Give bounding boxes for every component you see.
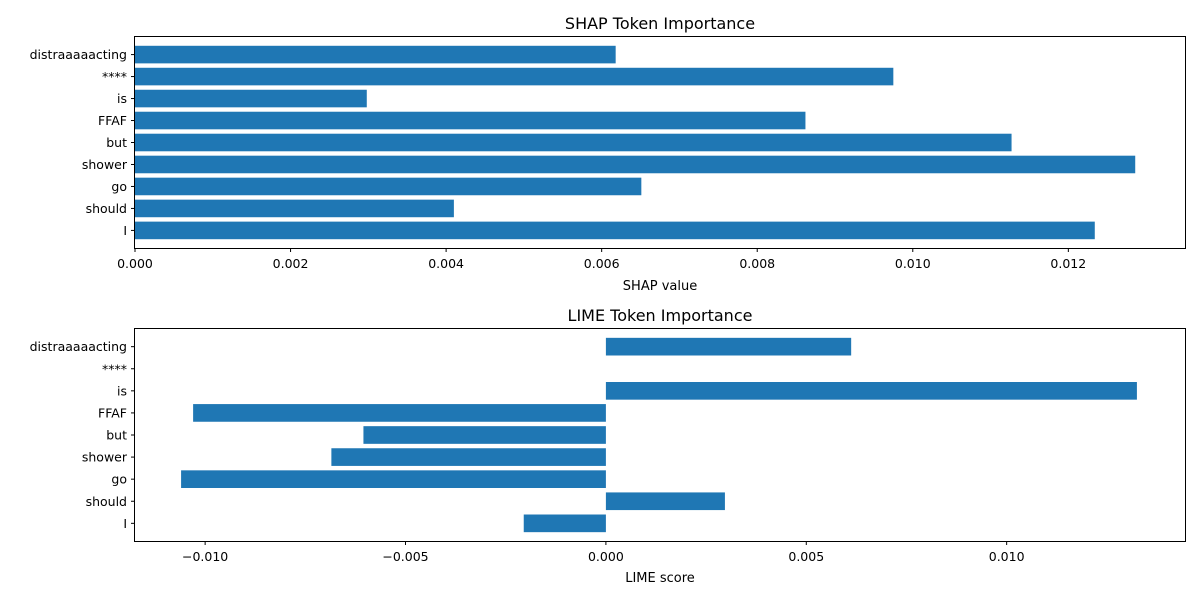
shap-bar — [135, 67, 894, 86]
shap-chart-title: SHAP Token Importance — [565, 14, 755, 33]
shap-y-tick-label: FFAF — [98, 113, 127, 128]
lime-y-axis: distraaaaacting **** is FFAF but shower go shou… — [30, 339, 135, 531]
lime-bar — [523, 514, 606, 533]
lime-y-tick-label: but — [106, 428, 127, 443]
shap-y-tick-label: should — [86, 201, 127, 216]
shap-x-tick-label: 0.000 — [117, 256, 153, 271]
lime-bar — [605, 337, 852, 356]
lime-y-tick-label: distraaaaacting — [30, 339, 127, 354]
lime-x-axis-label: LIME score — [625, 571, 695, 586]
lime-y-tick-label: FFAF — [98, 405, 127, 420]
shap-y-tick-label: but — [106, 135, 127, 150]
lime-bar — [331, 448, 606, 466]
lime-bar — [605, 382, 1137, 400]
lime-y-tick-label: **** — [102, 361, 127, 376]
lime-y-tick-label: should — [86, 494, 127, 509]
lime-y-tick-label: I — [123, 516, 127, 531]
lime-chart: LIME Token Importance distraaaaacting ***… — [30, 306, 1186, 586]
lime-bar — [363, 426, 606, 444]
shap-y-tick-label: distraaaaacting — [30, 47, 127, 62]
shap-bar — [135, 45, 616, 64]
shap-y-tick-label: I — [123, 223, 127, 238]
lime-bars — [181, 337, 1137, 533]
shap-x-tick-label: 0.012 — [1050, 256, 1086, 271]
shap-x-tick-label: 0.008 — [739, 256, 775, 271]
lime-x-tick-label: 0.000 — [588, 549, 624, 564]
shap-y-tick-label: **** — [102, 69, 127, 84]
lime-x-tick-label: −0.005 — [382, 549, 428, 564]
shap-bar — [135, 89, 367, 108]
lime-y-tick-label: is — [117, 383, 127, 398]
shap-chart: SHAP Token Importance distraaaaacting ***… — [30, 14, 1186, 294]
shap-bar — [135, 133, 1012, 152]
shap-x-axis: 0.000 0.002 0.004 0.006 0.008 0.010 0.012 — [117, 248, 1086, 271]
shap-x-axis-label: SHAP value — [623, 279, 697, 294]
lime-x-tick-label: 0.010 — [989, 549, 1025, 564]
shap-y-tick-label: is — [117, 91, 127, 106]
lime-x-tick-label: −0.010 — [182, 549, 228, 564]
shap-bars — [135, 45, 1136, 240]
shap-bar — [135, 155, 1136, 174]
shap-y-tick-label: go — [111, 179, 127, 194]
lime-y-tick-label: go — [111, 472, 127, 487]
shap-x-tick-label: 0.004 — [428, 256, 464, 271]
lime-bar — [605, 492, 725, 511]
shap-bar — [135, 111, 806, 130]
lime-bar — [181, 470, 606, 488]
shap-bar — [135, 177, 642, 196]
shap-bar — [135, 199, 454, 218]
shap-y-tick-label: shower — [82, 157, 128, 172]
lime-chart-title: LIME Token Importance — [568, 306, 753, 325]
lime-bar — [193, 404, 606, 422]
shap-bar — [135, 221, 1095, 240]
lime-x-tick-label: 0.005 — [788, 549, 824, 564]
shap-y-axis: distraaaaacting **** is FFAF but shower go shou… — [30, 47, 135, 238]
lime-x-axis: −0.010 −0.005 0.000 0.005 0.010 — [182, 541, 1025, 564]
lime-y-tick-label: shower — [82, 450, 128, 465]
shap-x-tick-label: 0.010 — [895, 256, 931, 271]
shap-x-tick-label: 0.002 — [273, 256, 309, 271]
shap-x-tick-label: 0.006 — [584, 256, 620, 271]
